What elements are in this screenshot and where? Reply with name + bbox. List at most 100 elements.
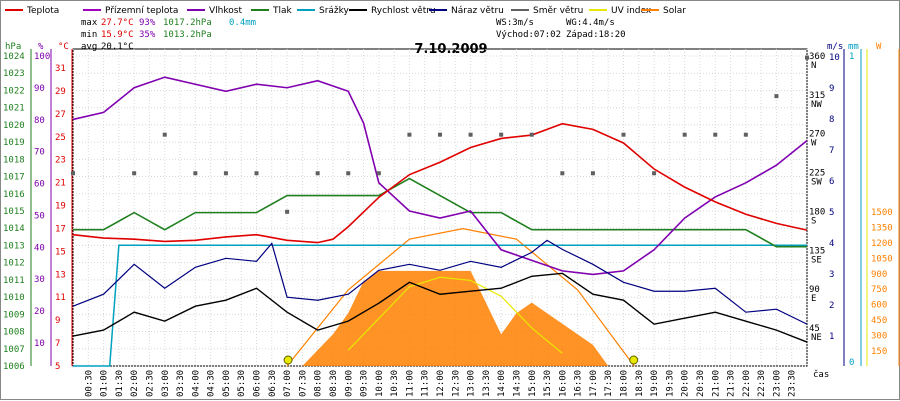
legend-label: Přízemní teplota xyxy=(105,6,178,16)
wind-dir-point xyxy=(315,171,320,176)
info-sunrise: Východ:07:02 xyxy=(496,30,561,40)
time-tick: 21:30 xyxy=(727,370,737,397)
time-tick: 19:30 xyxy=(665,370,675,397)
time-tick: 22:30 xyxy=(757,370,767,397)
pct-tick: 40 xyxy=(34,243,45,253)
hpa-tick: 1021 xyxy=(3,104,25,114)
time-tick: 09:30 xyxy=(360,370,370,397)
time-tick: 10:00 xyxy=(375,370,385,397)
w-tick: 1200 xyxy=(871,239,893,249)
temp-tick: 7 xyxy=(55,339,60,349)
wind-dir-point xyxy=(805,55,809,60)
stats-block: max 27.7°C 93% 1017.2hPa 0.4mm min 15.9°… xyxy=(81,18,626,52)
dir-tick: 135 xyxy=(809,246,825,256)
stats-avg-label: avg xyxy=(81,42,97,52)
time-tick: 18:30 xyxy=(635,370,645,397)
temp-tick: 27 xyxy=(55,110,66,120)
stats-min-label: min xyxy=(81,30,97,40)
w-tick: 1050 xyxy=(871,254,893,264)
sunset-marker xyxy=(629,355,639,365)
hpa-tick: 1016 xyxy=(3,190,25,200)
dir-tick-name: SW xyxy=(811,178,822,188)
ms-tick: 4 xyxy=(829,239,834,249)
pct-tick: 60 xyxy=(34,180,45,190)
legend: Teplota Přízemní teplota Vlhkost Tlak Srážky… xyxy=(5,6,686,16)
temp-tick: 15 xyxy=(55,247,66,257)
dir-tick-name: E xyxy=(811,294,816,304)
ms-tick: 5 xyxy=(829,208,834,218)
dir-tick: 270 xyxy=(809,130,825,140)
dir-tick-name: S xyxy=(811,216,816,226)
dir-tick: 180 xyxy=(809,207,825,217)
hpa-tick: 1020 xyxy=(3,121,25,131)
info-ws: WS:3m/s xyxy=(496,18,534,28)
time-tick: 20:30 xyxy=(696,370,706,397)
temp-tick: 25 xyxy=(55,133,66,143)
legend-label: Vlhkost xyxy=(209,6,242,16)
time-tick: 03:00 xyxy=(161,370,171,397)
w-tick: 300 xyxy=(871,332,887,342)
w-tick: 600 xyxy=(871,301,887,311)
sunrise-marker xyxy=(283,355,293,365)
stats-max-rain: 0.4mm xyxy=(229,18,256,28)
mm-unit: mm xyxy=(848,42,859,52)
hpa-tick: 1023 xyxy=(3,69,25,79)
temp-tick: 13 xyxy=(55,270,66,280)
time-tick: 08:00 xyxy=(314,370,324,397)
stats-max-label: max xyxy=(81,18,98,28)
w-tick: 750 xyxy=(871,285,887,295)
hpa-tick: 1007 xyxy=(3,345,25,355)
ms-tick: 10 xyxy=(829,53,840,63)
time-tick: 11:30 xyxy=(421,370,431,397)
ms-tick: 7 xyxy=(829,146,834,156)
wind-dir-point xyxy=(621,132,626,137)
temp-tick: 9 xyxy=(55,316,60,326)
stats-max-temp: 27.7°C xyxy=(101,18,134,28)
wind-dir-point xyxy=(71,171,75,176)
temp-unit: °C xyxy=(58,42,69,52)
wind-dir-point xyxy=(682,132,687,137)
pct-tick: 50 xyxy=(34,211,45,221)
wind-dir-point xyxy=(499,132,504,137)
time-tick: 17:00 xyxy=(589,370,599,397)
w-tick: 1500 xyxy=(871,208,893,218)
time-tick: 23:00 xyxy=(772,370,782,397)
dir-tick-name: NE xyxy=(811,333,822,343)
dir-tick: 360 xyxy=(809,52,825,62)
wind-gust-line xyxy=(72,239,808,325)
wind-dir-point xyxy=(590,171,595,176)
legend-label: Solar xyxy=(663,6,686,16)
w-tick: 450 xyxy=(871,316,887,326)
hpa-tick: 1011 xyxy=(3,276,25,286)
hpa-tick: 1019 xyxy=(3,138,25,148)
legend-label: Směr větru xyxy=(533,6,583,16)
hpa-tick: 1017 xyxy=(3,173,25,183)
w-unit: W xyxy=(876,42,882,52)
time-tick: 16:00 xyxy=(558,370,568,397)
wind-dir-point xyxy=(560,171,565,176)
ms-tick: 6 xyxy=(829,177,834,187)
time-tick: 06:30 xyxy=(268,370,278,397)
ms-tick: 9 xyxy=(829,84,834,94)
ms-unit: m/s xyxy=(827,42,843,52)
time-tick: 12:00 xyxy=(436,370,446,397)
hpa-tick: 1015 xyxy=(3,207,25,217)
legend-label: Tlak xyxy=(272,6,293,16)
hpa-tick: 1013 xyxy=(3,241,25,251)
time-tick: 09:00 xyxy=(344,370,354,397)
wind-dir-point xyxy=(132,171,137,176)
wind-dir-point xyxy=(285,209,290,214)
time-tick: 19:00 xyxy=(650,370,660,397)
wind-dir-point xyxy=(376,171,381,176)
wind-dir-point xyxy=(223,171,228,176)
time-tick: 13:00 xyxy=(467,370,477,397)
pct-tick: 100 xyxy=(34,52,50,62)
ms-tick: 2 xyxy=(829,301,834,311)
mm-tick: 1 xyxy=(849,52,854,62)
pct-tick: 80 xyxy=(34,116,45,126)
time-tick: 01:30 xyxy=(115,370,125,397)
time-tick: 15:00 xyxy=(528,370,538,397)
wind-dir-point xyxy=(407,132,412,137)
hpa-tick: 1024 xyxy=(3,52,25,62)
